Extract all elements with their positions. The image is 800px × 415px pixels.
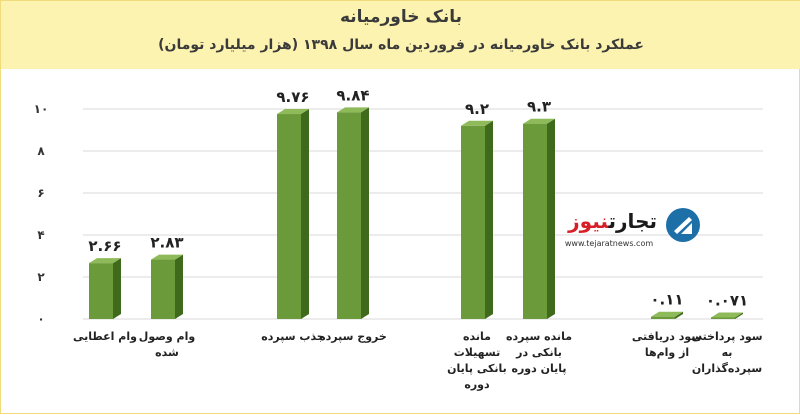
y-tick-label: ۴ — [37, 228, 44, 242]
bar-side — [675, 311, 683, 319]
chart-subtitle: عملکرد بانک خاورمیانه در فروردین ماه سال… — [158, 37, 644, 53]
x-tick-label: وام اعطایی — [73, 330, 137, 343]
y-tick-label: ۰ — [37, 312, 44, 326]
bar-top — [89, 258, 121, 264]
bar-top — [151, 254, 183, 260]
bar-side — [113, 258, 121, 319]
bar — [523, 123, 547, 319]
bar-side — [301, 109, 309, 319]
watermark-logo: تجارتنیوز www.tejaratnews.com — [557, 207, 703, 259]
x-tick-label: خروج سپرده — [319, 330, 387, 343]
tejaratnews-logo-icon — [666, 208, 700, 242]
watermark-url: www.tejaratnews.com — [564, 239, 654, 248]
x-tick-label: مانده سپرده بانکی در پایان دوره — [505, 330, 573, 375]
x-tick-label: جذب سپرده — [261, 330, 325, 343]
bar-top — [337, 107, 369, 113]
chart-header: بانک خاورمیانه عملکرد بانک خاورمیانه در … — [1, 1, 800, 69]
bar-side — [735, 312, 743, 319]
bar-side — [485, 120, 493, 319]
bar-value-label: ۹.۸۴ — [336, 86, 369, 104]
bar-value-label: ۹.۷۶ — [276, 88, 309, 106]
bar-value-label: ۲.۶۶ — [88, 237, 121, 255]
bar-side — [547, 118, 555, 319]
bar-side — [175, 254, 183, 319]
x-tick-label: وام وصول شده — [138, 330, 196, 359]
bar — [337, 112, 361, 319]
y-tick-label: ۶ — [37, 186, 44, 200]
y-tick-label: ۲ — [37, 270, 45, 284]
bar-value-label: ۹.۲ — [465, 100, 489, 118]
bar-value-label: ۰.۱۱ — [650, 291, 683, 309]
y-tick-label: ۸ — [37, 144, 45, 158]
bar-top — [461, 120, 493, 126]
x-tick-label: مانده تسهیلات بانکی پایان دوره — [447, 330, 507, 391]
bar-top — [651, 311, 683, 317]
bar-value-label: ۲.۸۳ — [150, 234, 183, 252]
bar-top — [523, 118, 555, 124]
bar — [651, 316, 675, 319]
chart-title: بانک خاورمیانه — [339, 7, 462, 27]
bar — [277, 114, 301, 319]
x-tick-label: سود دریافتی از وام‌ها — [631, 330, 703, 359]
watermark-brand-part1: تجارت — [608, 209, 657, 233]
bar-side — [361, 107, 369, 319]
bar — [151, 259, 175, 319]
watermark-brand: تجارتنیوز — [557, 209, 657, 233]
bar — [89, 263, 113, 319]
bar-top — [277, 109, 309, 115]
bar-value-label: ۰.۰۷۱ — [706, 292, 748, 310]
bar — [461, 125, 485, 319]
watermark-brand-part2: نیوز — [568, 209, 609, 233]
y-tick-label: ۱۰ — [34, 102, 49, 116]
bar — [711, 317, 735, 319]
bar-top — [711, 312, 743, 318]
bar-value-label: ۹.۳ — [527, 98, 551, 116]
x-tick-label: سود پرداختی به سپرده‌گذاران — [691, 330, 763, 375]
